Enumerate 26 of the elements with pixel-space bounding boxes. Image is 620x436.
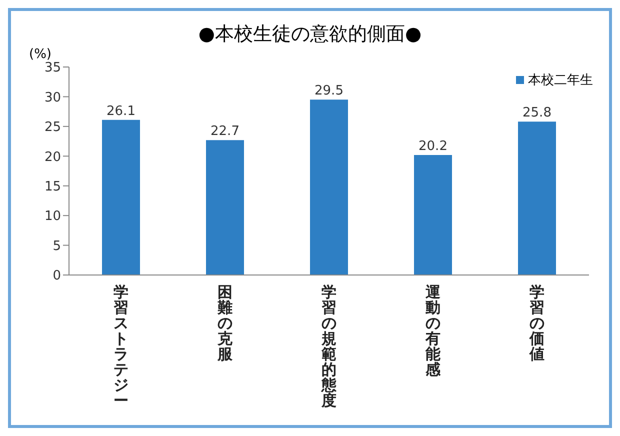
y-tick-label: 10 bbox=[44, 209, 61, 224]
x-tick-label: 学習ストラテジー bbox=[114, 283, 128, 410]
y-axis-title: (%) bbox=[29, 47, 52, 62]
y-tick-label: 15 bbox=[44, 179, 61, 194]
bar bbox=[518, 122, 556, 275]
x-tick-label: 困難の克服 bbox=[216, 283, 234, 363]
bar bbox=[414, 154, 452, 275]
y-tick-label: 35 bbox=[44, 60, 61, 76]
data-label: 26.1 bbox=[106, 104, 136, 119]
y-tick-label: 20 bbox=[44, 150, 61, 165]
bar bbox=[206, 140, 244, 275]
data-label: 29.5 bbox=[314, 84, 344, 99]
bar bbox=[310, 100, 348, 275]
y-tick-label: 25 bbox=[44, 120, 61, 136]
legend-label: 本校二年生 bbox=[527, 72, 593, 89]
bar bbox=[102, 120, 140, 275]
chart-title: ●本校生徒の意欲的側面● bbox=[197, 22, 423, 47]
x-tick-label: 運動の有能感 bbox=[424, 283, 442, 378]
data-label: 25.8 bbox=[522, 106, 552, 121]
y-tick-label: 0 bbox=[52, 268, 61, 284]
y-tick-label: 30 bbox=[44, 90, 61, 106]
x-tick-label: 学習の価値 bbox=[528, 283, 544, 363]
data-label: 20.2 bbox=[418, 138, 448, 154]
y-tick-label: 5 bbox=[52, 238, 61, 254]
x-tick-label: 学習の規範的態度 bbox=[320, 283, 338, 410]
data-label: 22.7 bbox=[210, 124, 240, 140]
